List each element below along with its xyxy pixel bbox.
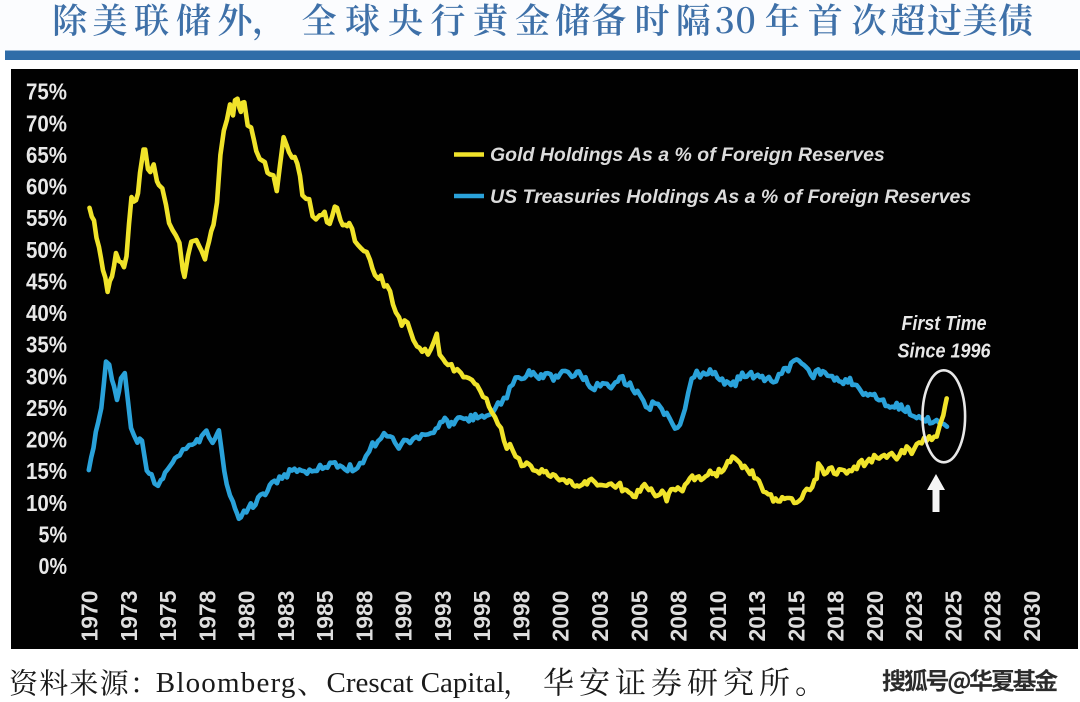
svg-text:1990: 1990 (391, 591, 417, 642)
svg-text:45%: 45% (26, 268, 67, 294)
svg-text:1993: 1993 (430, 591, 456, 642)
svg-text:5%: 5% (39, 521, 68, 547)
svg-text:1970: 1970 (77, 591, 103, 642)
svg-text:50%: 50% (26, 237, 67, 263)
svg-text:2010: 2010 (705, 591, 731, 642)
svg-text:55%: 55% (26, 205, 67, 231)
svg-text:1985: 1985 (312, 590, 338, 641)
svg-text:2025: 2025 (940, 590, 966, 641)
svg-text:2008: 2008 (666, 590, 692, 641)
svg-text:25%: 25% (26, 395, 67, 421)
svg-text:2005: 2005 (626, 590, 652, 641)
svg-text:1973: 1973 (116, 591, 142, 642)
svg-text:2003: 2003 (587, 591, 613, 642)
svg-text:First Time: First Time (902, 313, 987, 335)
svg-text:1988: 1988 (351, 590, 377, 641)
svg-text:US Treasuries Holdings As a %: US Treasuries Holdings As a % of Foreign… (490, 186, 971, 208)
svg-text:2020: 2020 (862, 591, 888, 642)
svg-text:Gold Holdings As a % of Foreig: Gold Holdings As a % of Foreign Reserves (490, 144, 885, 166)
svg-text:2013: 2013 (744, 591, 770, 642)
svg-text:1998: 1998 (509, 590, 535, 641)
svg-text:60%: 60% (26, 174, 67, 200)
svg-text:70%: 70% (26, 110, 67, 136)
svg-text:2030: 2030 (1019, 591, 1045, 642)
svg-text:10%: 10% (26, 490, 67, 516)
svg-text:0%: 0% (39, 553, 68, 579)
svg-text:1995: 1995 (469, 590, 495, 641)
svg-text:2023: 2023 (901, 591, 927, 642)
svg-text:40%: 40% (26, 300, 67, 326)
svg-text:1980: 1980 (234, 591, 260, 642)
svg-text:2015: 2015 (783, 590, 809, 641)
svg-text:20%: 20% (26, 427, 67, 453)
svg-text:2028: 2028 (980, 590, 1006, 641)
svg-text:65%: 65% (26, 142, 67, 168)
svg-text:Since 1996: Since 1996 (898, 341, 992, 363)
svg-text:1975: 1975 (155, 590, 181, 641)
svg-text:1978: 1978 (194, 590, 220, 641)
svg-text:15%: 15% (26, 458, 67, 484)
svg-text:30%: 30% (26, 363, 67, 389)
svg-text:Bloomberg: Bloomberg (156, 667, 297, 699)
svg-text:35%: 35% (26, 332, 67, 358)
svg-text:2018: 2018 (823, 590, 849, 641)
svg-text:Crescat Capital: Crescat Capital (327, 667, 505, 699)
svg-text:2000: 2000 (548, 591, 574, 642)
svg-text:75%: 75% (26, 79, 67, 105)
svg-text:1983: 1983 (273, 591, 299, 642)
